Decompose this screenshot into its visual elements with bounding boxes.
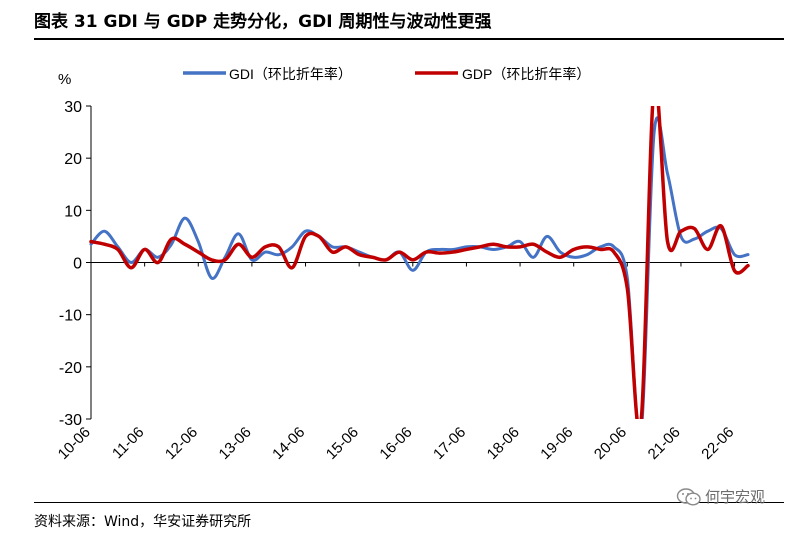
watermark-text: 何宇宏观	[705, 488, 766, 506]
x-tick-label: 17-06	[430, 424, 469, 463]
legend-gdi-label: GDI（环比折年率）	[229, 66, 352, 82]
x-tick-label: 21-06	[645, 424, 684, 463]
chart-title: 图表 31 GDI 与 GDP 走势分化，GDI 周期性与波动性更强	[34, 12, 492, 32]
x-tick-label: 13-06	[216, 424, 255, 463]
y-tick-label: -10	[59, 308, 82, 325]
x-tick-label: 22-06	[698, 424, 737, 463]
x-tick-label: 11-06	[109, 424, 147, 462]
x-tick-label: 12-06	[162, 424, 201, 463]
x-tick-label: 18-06	[484, 424, 523, 463]
wechat-icon	[676, 487, 701, 506]
series-layer	[89, 106, 750, 419]
legend-gdp-label: GDP（环比折年率）	[462, 66, 590, 82]
y-tick-label: 20	[64, 151, 82, 168]
y-tick-label: 0	[73, 256, 82, 273]
y-tick-label: 10	[64, 203, 82, 220]
legend: GDI（环比折年率） GDP（环比折年率）	[183, 66, 590, 82]
y-tick-label: -30	[59, 412, 82, 429]
gdp-series-line	[89, 106, 750, 419]
x-tick-label: 15-06	[323, 424, 362, 463]
x-tick-label: 16-06	[376, 424, 415, 463]
footer-divider	[34, 502, 784, 503]
line-chart: GDI（环比折年率） GDP（环比折年率） % 30 20 10 0 -10 -20 -30…	[55, 66, 750, 463]
source-note: 资料来源：Wind，华安证券研究所	[34, 514, 252, 530]
x-tick-label: 10-06	[55, 424, 94, 463]
x-tick-label: 20-06	[591, 424, 630, 463]
x-tick-label: 14-06	[269, 424, 308, 463]
title-divider	[34, 38, 784, 40]
x-tick-label: 19-06	[537, 424, 576, 463]
y-axis: 30 20 10 0 -10 -20 -30	[59, 99, 92, 429]
watermark: 何宇宏观	[676, 486, 765, 507]
y-tick-label: 30	[64, 99, 82, 116]
y-tick-label: -20	[59, 360, 82, 377]
y-axis-unit-label: %	[58, 71, 71, 88]
